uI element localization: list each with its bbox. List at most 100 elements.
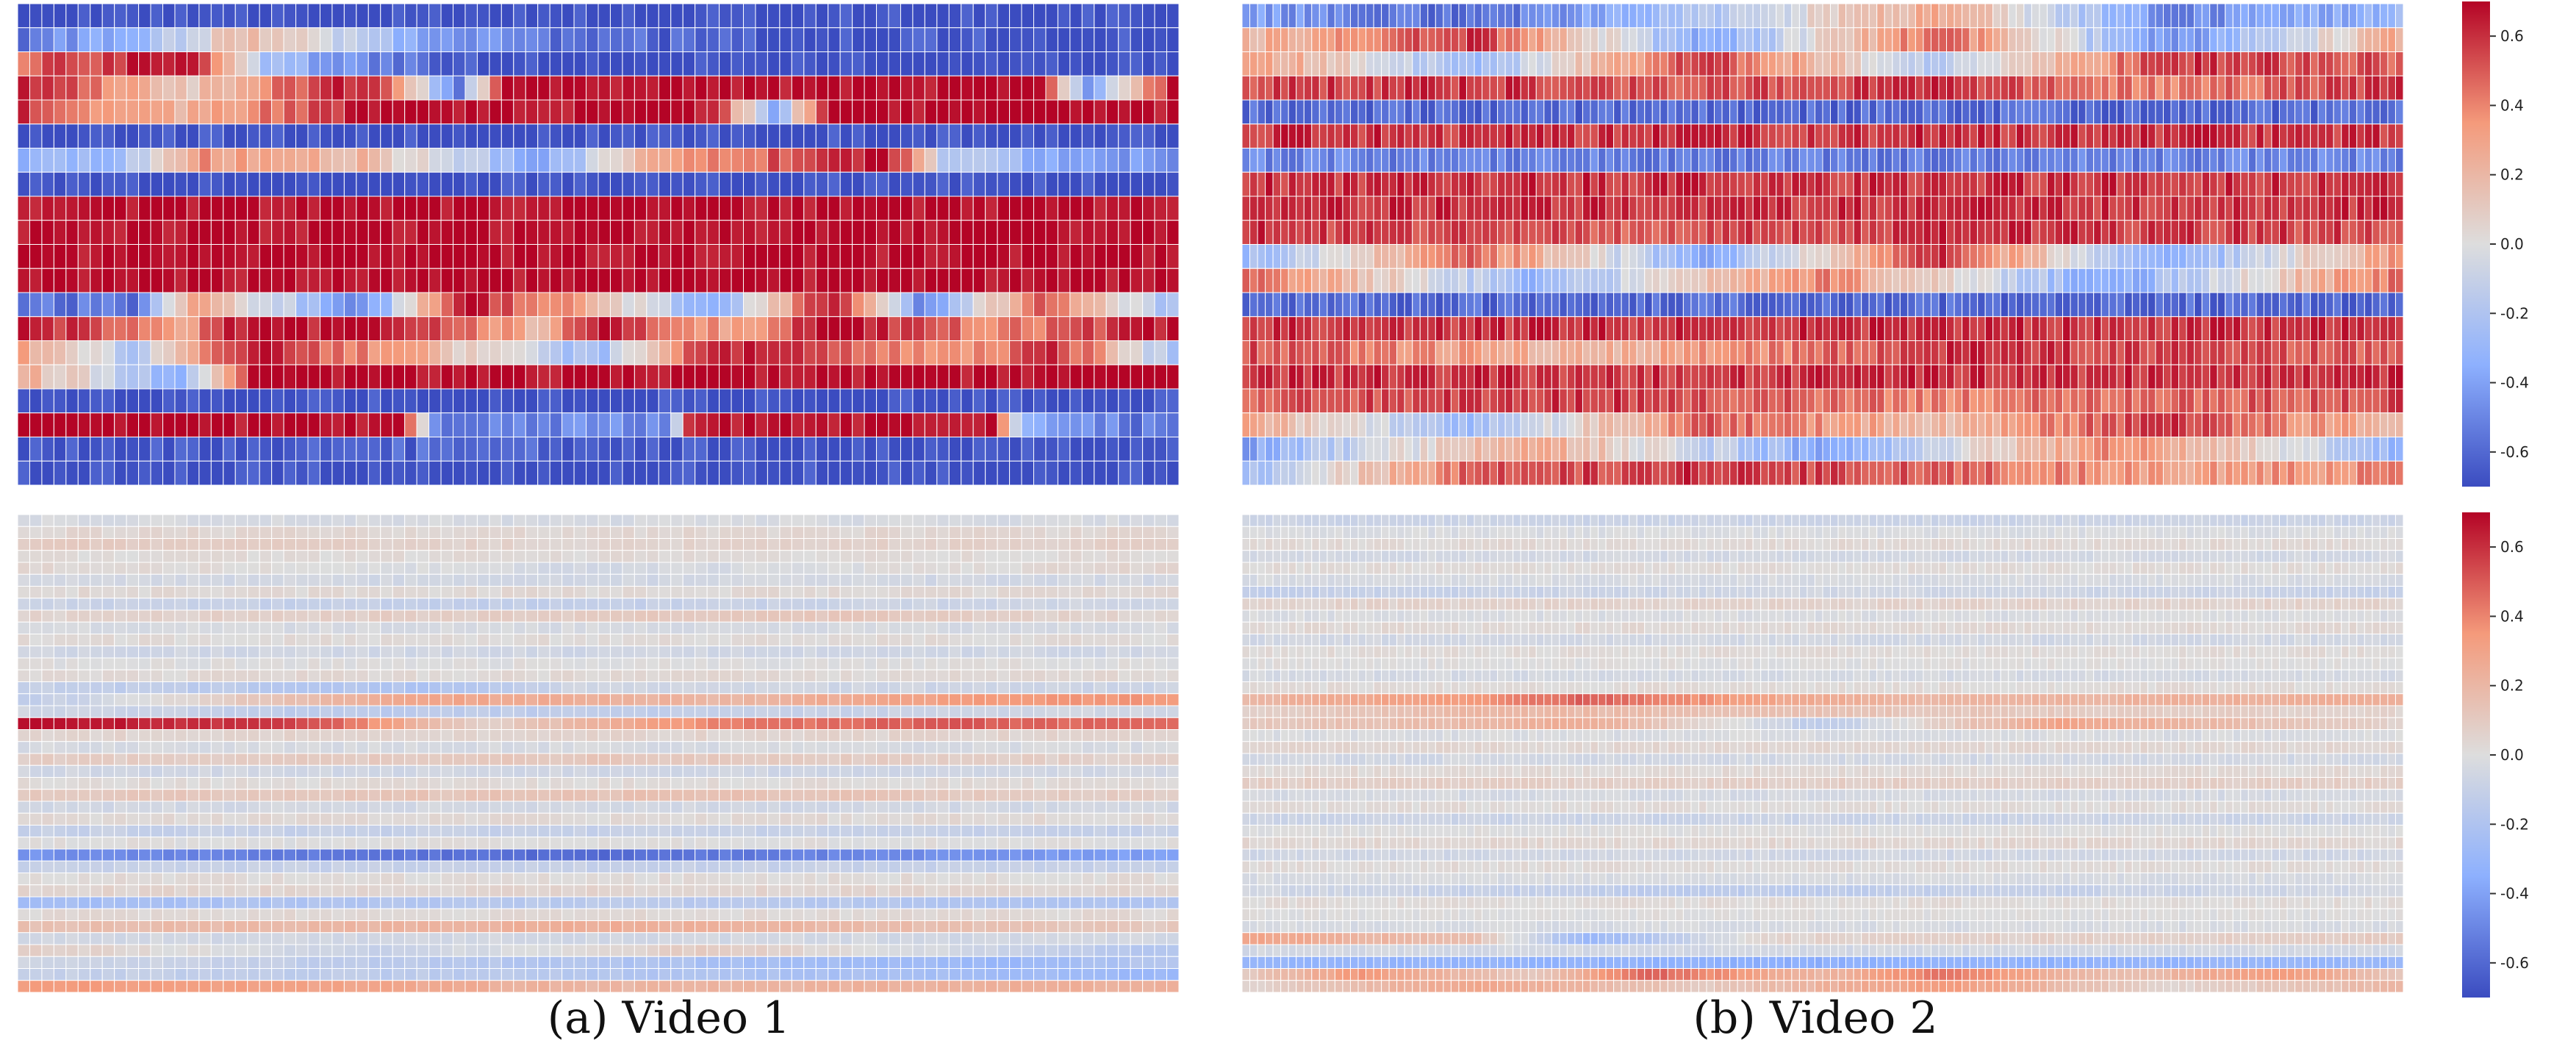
heatmap-cell [1923,51,1931,76]
heatmap-cell [1021,437,1035,462]
heatmap-cell [319,412,333,437]
heatmap-cell [573,75,587,101]
heatmap-cell [2271,27,2280,52]
heatmap-cell [319,99,333,125]
heatmap-cell [1311,4,1320,29]
heatmap-cell [126,316,140,341]
heatmap-cell [985,99,998,125]
heatmap-cell [1381,388,1390,414]
heatmap-cell [343,148,357,173]
heatmap-cell [380,75,393,101]
heatmap-cell [1388,244,1398,269]
heatmap-cell [2078,364,2087,390]
heatmap-cell [1412,171,1421,197]
heatmap-cell [1768,340,1777,365]
heatmap-cell [2124,412,2133,437]
heatmap-cell [1142,460,1155,485]
heatmap-cell [1288,220,1297,245]
heatmap-cell [1334,388,1343,414]
heatmap-cell [2325,4,2334,29]
heatmap-cell [1458,51,1467,76]
heatmap-cell [2015,437,2025,462]
heatmap-cell [1830,196,1839,221]
heatmap-cell [126,99,140,125]
heatmap-cell [1366,268,1374,293]
heatmap-cell [1504,148,1514,173]
heatmap-cell [2387,340,2396,365]
heatmap-cell [1094,388,1107,414]
heatmap-cell [428,196,442,221]
heatmap-cell [440,220,453,245]
heatmap-cell [658,515,672,527]
heatmap-cell [1450,196,1460,221]
heatmap-cell [1021,99,1035,125]
heatmap-cell [1953,196,1963,221]
heatmap-cell [1280,171,1289,197]
heatmap-cell [1590,316,1599,341]
heatmap-cell [658,244,672,269]
heatmap-cell [2209,171,2218,197]
heatmap-cell [2031,75,2040,101]
heatmap-cell [961,460,974,485]
heatmap-cell [2139,340,2148,365]
heatmap-cell [1412,437,1421,462]
heatmap-cell [1930,220,1940,245]
heatmap-cell [1458,460,1467,485]
heatmap-cell [295,244,309,269]
heatmap-cell [1636,196,1646,221]
heatmap-cell [1714,196,1723,221]
heatmap-cell [1559,268,1568,293]
heatmap-cell [1706,99,1715,125]
heatmap-cell [2310,437,2319,462]
heatmap-cell [367,268,381,293]
heatmap-cell [283,268,297,293]
heatmap-cell [101,148,115,173]
heatmap-cell [997,412,1011,437]
heatmap-cell [2217,148,2226,173]
heatmap-cell [1249,51,1258,76]
heatmap-cell [1729,388,1738,414]
heatmap-cell [658,4,672,29]
heatmap-cell [101,292,115,318]
heatmap-cell [936,75,950,101]
heatmap-cell [1590,388,1599,414]
heatmap-cell [1551,292,1560,318]
heatmap-cell [2286,412,2296,437]
heatmap-cell [2100,412,2110,437]
heatmap-cell [1598,388,1607,414]
heatmap-cell [1861,292,1870,318]
heatmap-cell [367,316,381,341]
heatmap-cell [2271,437,2280,462]
heatmap-cell [2078,99,2087,125]
heatmap-cell [1081,99,1095,125]
heatmap-cell [1698,364,1707,390]
heatmap-cell [234,268,248,293]
heatmap-cell [1768,27,1777,52]
heatmap-cell [1783,99,1793,125]
heatmap-cell [1381,340,1390,365]
heatmap-cell [2100,171,2110,197]
heatmap-cell [646,123,659,148]
heatmap-cell [815,196,829,221]
heatmap-cell [609,268,623,293]
heatmap-cell [1057,196,1071,221]
heatmap-cell [1033,437,1047,462]
heatmap-cell [247,27,260,52]
heatmap-cell [1280,51,1289,76]
heatmap-cell [2186,364,2195,390]
heatmap-cell [162,196,176,221]
heatmap-cell [1807,412,1815,437]
heatmap-svg [18,4,1179,485]
heatmap-cell [839,316,853,341]
heatmap-cell [525,51,539,76]
heatmap-cell [1458,171,1467,197]
heatmap-cell [1651,51,1661,76]
heatmap-cell [1419,220,1429,245]
heatmap-cell [864,515,878,527]
heatmap-cell [1242,171,1251,197]
heatmap-cell [162,148,176,173]
heatmap-cell [2194,292,2203,318]
heatmap-cell [1450,316,1460,341]
heatmap-cell [1551,171,1560,197]
heatmap-cell [1923,27,1931,52]
